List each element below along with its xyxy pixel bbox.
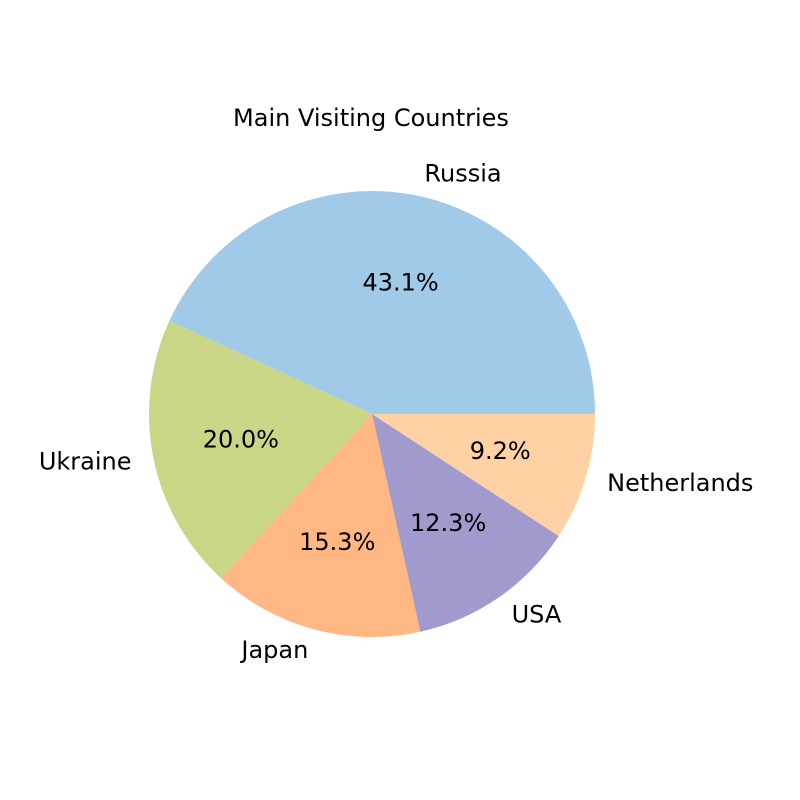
slice-percent-netherlands: 9.2% [470,437,531,465]
slice-percent-japan: 15.3% [299,528,375,556]
slice-percent-usa: 12.3% [410,509,486,537]
pie-slice-netherlands [372,414,595,536]
slice-percent-russia: 43.1% [362,268,438,296]
pie-slice-usa [372,414,559,632]
slice-label-ukraine: Ukraine [39,447,132,475]
slice-label-russia: Russia [424,159,501,187]
slice-percent-labels: 43.1% 20.0% 15.3% 12.3% 9.2% [203,268,531,556]
pie-slice-ukraine [149,320,372,579]
slice-label-usa: USA [512,601,562,629]
pie-slice-russia [169,191,595,414]
pie-slices [149,191,595,638]
slice-percent-ukraine: 20.0% [203,425,279,453]
slice-labels: Russia Ukraine Japan USA Netherlands [39,159,754,664]
slice-label-netherlands: Netherlands [607,469,753,497]
slice-label-japan: Japan [239,636,308,664]
chart-title: Main Visiting Countries [233,104,509,132]
pie-slice-japan [221,414,421,638]
